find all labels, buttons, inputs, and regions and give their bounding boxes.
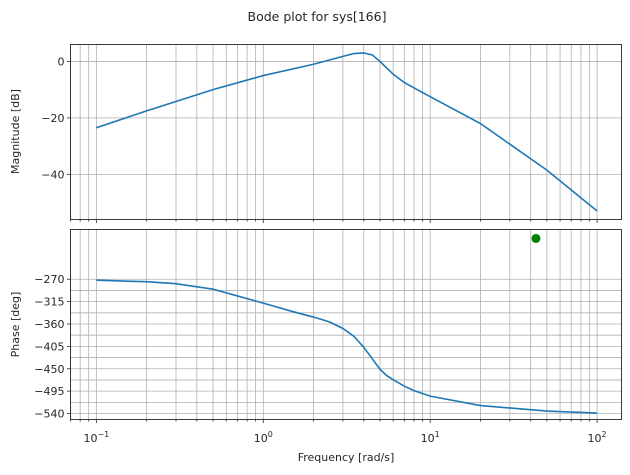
x-tick-label: 102	[588, 430, 607, 445]
x-tick-label: 10−1	[83, 430, 109, 445]
magnitude-y-axis-label: Magnitude [dB]	[9, 89, 22, 174]
phase-y-tick-label: −450	[34, 363, 64, 376]
chart-title: Bode plot for sys[166]	[248, 9, 387, 24]
magnitude-y-tick-label: −20	[41, 112, 64, 125]
x-tick-label: 100	[254, 430, 273, 445]
phase-y-tick-label: −270	[34, 273, 64, 286]
phase-y-tick-label: −315	[34, 296, 64, 309]
magnitude-panel: 0 −20 −40 Magnitude [dB]	[9, 44, 622, 223]
x-tick-label: 101	[421, 430, 440, 445]
phase-y-tick-label: −360	[34, 318, 64, 331]
phase-y-tick-label: −405	[34, 340, 64, 353]
phase-axes-frame	[70, 229, 622, 420]
phase-y-axis-label: Phase [deg]	[9, 292, 22, 358]
phase-marker-point	[531, 233, 541, 243]
magnitude-axes-frame	[70, 44, 622, 220]
phase-y-tick-label: −495	[34, 385, 64, 398]
x-axis-label: Frequency [rad/s]	[298, 451, 395, 464]
magnitude-response-line	[96, 52, 598, 212]
x-tick-labels: 10−1 100 101 102	[83, 430, 606, 445]
phase-y-tick-label: −540	[34, 408, 64, 421]
magnitude-y-tick-label: 0	[58, 55, 65, 68]
magnitude-y-tick-label: −40	[41, 168, 64, 181]
phase-panel: −270 −315 −360 −405 −450 −495 −540 Phase [deg]	[9, 229, 622, 423]
phase-response-line	[96, 279, 598, 414]
